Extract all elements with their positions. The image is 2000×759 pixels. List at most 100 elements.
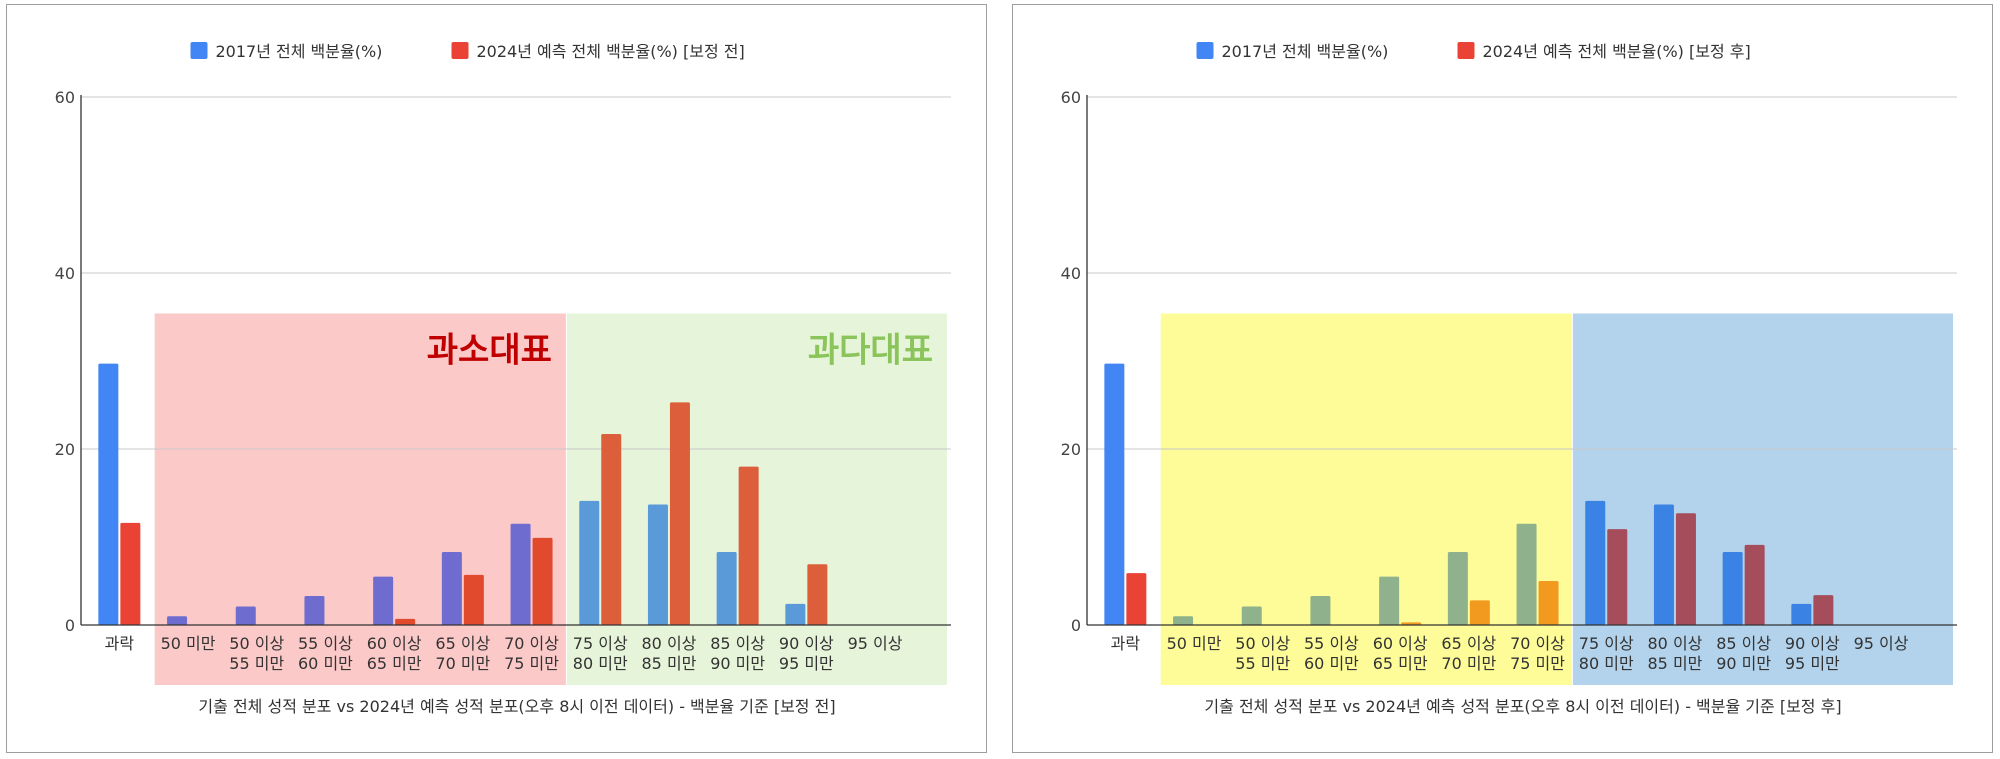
x-tick-label: 75 이상: [1579, 634, 1634, 653]
x-tick-label: 50 미만: [161, 634, 216, 653]
x-tick-label: 55 이상: [298, 634, 353, 653]
bar-2017-2: [1173, 616, 1194, 625]
bar-2017-3: [1241, 606, 1262, 625]
x-tick-label: 85 이상: [1716, 634, 1771, 653]
bar-2017-9: [647, 504, 668, 625]
y-tick-label: 40: [1061, 264, 1081, 283]
x-tick-label: 95 미만: [779, 654, 834, 673]
x-tick-label: 과락: [1111, 634, 1141, 653]
x-tick-label: 90 미만: [710, 654, 765, 673]
bar-2017-6: [441, 551, 462, 625]
bar-2017-1: [98, 363, 119, 625]
y-tick-label: 60: [55, 88, 75, 107]
bar-2024-5: [1401, 622, 1422, 625]
x-tick-label: 65 미만: [367, 654, 422, 673]
bar-2024-9: [1675, 513, 1696, 625]
x-tick-label: 65 이상: [435, 634, 490, 653]
chart-title: 기출 전체 성적 분포 vs 2024년 예측 성적 분포(오후 8시 이전 데…: [1204, 697, 1841, 716]
x-tick-label: 50 이상: [229, 634, 284, 653]
x-tick-label: 65 미만: [1373, 654, 1428, 673]
y-tick-label: 0: [1071, 616, 1081, 635]
legend-swatch-1: [190, 42, 208, 59]
x-tick-label: 70 미만: [1441, 654, 1496, 673]
highlight-region-1: [154, 313, 566, 685]
x-tick-label: 80 이상: [1648, 634, 1703, 653]
x-tick-label: 55 이상: [1304, 634, 1359, 653]
x-tick-label: 60 미만: [298, 654, 353, 673]
x-tick-label: 70 미만: [435, 654, 490, 673]
x-tick-label: 75 미만: [504, 654, 559, 673]
bar-2024-10: [738, 466, 759, 625]
bar-2024-1: [120, 522, 141, 625]
x-tick-label: 80 미만: [573, 654, 628, 673]
legend-label-1: 2017년 전체 백분율(%): [1222, 42, 1389, 61]
x-tick-label: 95 미만: [1785, 654, 1840, 673]
bar-2024-11: [807, 564, 828, 625]
x-tick-label: 70 이상: [1510, 634, 1565, 653]
bar-2017-11: [1791, 603, 1812, 625]
chart-panel-before: 과소대표 과다대표 0 20 40 60 과락 50 미만 50 이상 55 미만 55 이상 60 …: [6, 4, 987, 753]
chart-title: 기출 전체 성적 분포 vs 2024년 예측 성적 분포(오후 8시 이전 데…: [198, 697, 835, 716]
x-tick-label: 55 미만: [229, 654, 284, 673]
y-tick-label: 60: [1061, 88, 1081, 107]
x-tick-label: 80 미만: [1579, 654, 1634, 673]
y-tick-label: 0: [65, 616, 75, 635]
bar-2017-8: [579, 500, 600, 625]
x-tick-label: 65 이상: [1441, 634, 1496, 653]
x-tick-label: 80 이상: [642, 634, 697, 653]
y-tick-label: 40: [55, 264, 75, 283]
x-tick-label: 85 이상: [710, 634, 765, 653]
bar-2024-1: [1126, 573, 1147, 625]
bar-2017-5: [1379, 576, 1400, 625]
legend-label-2: 2024년 예측 전체 백분율(%) [보정 전]: [477, 42, 745, 61]
x-tick-label: 90 이상: [1785, 634, 1840, 653]
x-tick-label: 90 미만: [1716, 654, 1771, 673]
bar-2024-10: [1744, 544, 1765, 625]
region-label-2: 과다대표: [808, 330, 933, 370]
bar-2017-10: [1722, 551, 1743, 625]
x-tick-label: 60 미만: [1304, 654, 1359, 673]
bar-2024-7: [532, 537, 553, 625]
bar-2017-9: [1653, 504, 1674, 625]
highlight-region-1: [1160, 313, 1572, 685]
x-tick-label: 85 미만: [1648, 654, 1703, 673]
bar-2017-10: [716, 551, 737, 625]
x-tick-label: 50 이상: [1235, 634, 1290, 653]
x-tick-label: 50 미만: [1167, 634, 1222, 653]
bar-2017-5: [373, 576, 394, 625]
bar-2017-1: [1104, 363, 1125, 625]
bar-2017-4: [304, 595, 325, 625]
bar-2017-3: [235, 606, 256, 625]
x-tick-label: 85 미만: [642, 654, 697, 673]
bar-2024-6: [1469, 600, 1490, 625]
bar-2024-7: [1538, 581, 1559, 625]
bar-2017-7: [510, 523, 531, 625]
x-tick-label: 55 미만: [1235, 654, 1290, 673]
x-tick-label: 90 이상: [779, 634, 834, 653]
bar-2017-6: [1447, 551, 1468, 625]
bar-2017-11: [785, 603, 806, 625]
y-tick-label: 20: [55, 440, 75, 459]
x-tick-label: 과락: [105, 634, 135, 653]
bar-2024-6: [463, 574, 484, 625]
legend-label-2: 2024년 예측 전체 백분율(%) [보정 후]: [1483, 42, 1751, 61]
bar-2024-8: [1607, 529, 1628, 625]
bar-2017-2: [167, 616, 188, 625]
region-label-1: 과소대표: [427, 330, 552, 370]
highlight-region-2: [1572, 313, 1953, 685]
bar-2017-7: [1516, 523, 1537, 625]
x-tick-label: 95 이상: [1854, 634, 1909, 653]
bar-2017-8: [1585, 500, 1606, 625]
x-tick-label: 75 미만: [1510, 654, 1565, 673]
x-tick-label: 70 이상: [504, 634, 559, 653]
x-tick-label: 60 이상: [367, 634, 422, 653]
legend-swatch-2: [1457, 42, 1475, 59]
x-tick-label: 75 이상: [573, 634, 628, 653]
y-tick-label: 20: [1061, 440, 1081, 459]
legend-swatch-2: [451, 42, 469, 59]
bar-2024-8: [601, 434, 622, 625]
bar-2024-9: [669, 402, 690, 625]
x-tick-label: 95 이상: [848, 634, 903, 653]
